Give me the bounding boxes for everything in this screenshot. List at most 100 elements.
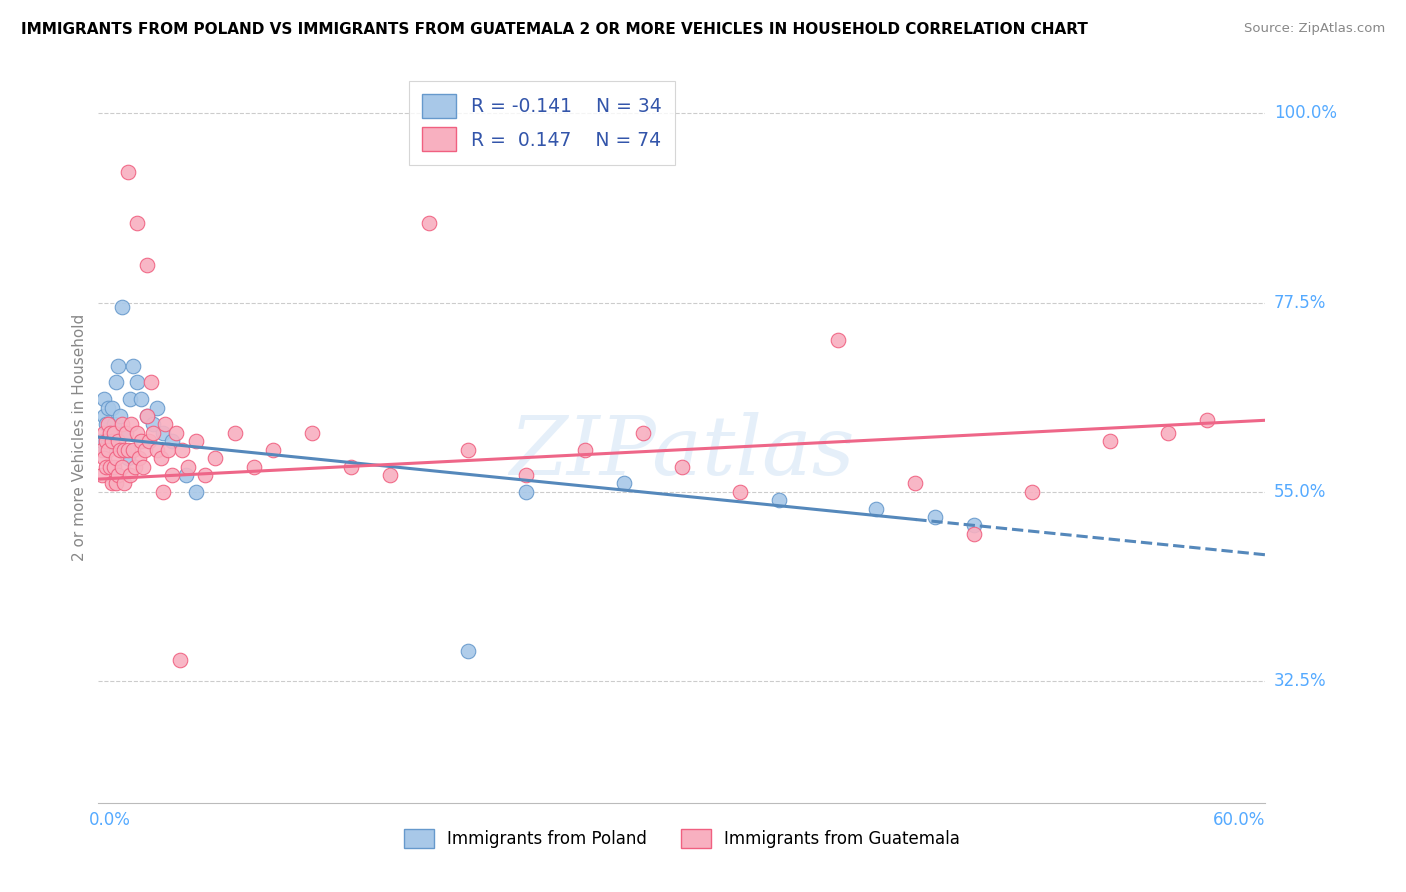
Point (104, 376, 127, 390)
Point (174, 467, 197, 482)
Point (128, 451, 150, 466)
Point (730, 484, 752, 499)
Point (91, 434, 114, 449)
Point (96, 434, 118, 449)
Point (142, 425, 165, 440)
Point (146, 401, 169, 415)
Point (146, 442, 169, 457)
Point (93, 451, 115, 466)
Point (768, 493, 790, 508)
Text: 32.5%: 32.5% (1274, 672, 1326, 690)
Point (108, 442, 131, 457)
Text: IMMIGRANTS FROM POLAND VS IMMIGRANTS FROM GUATEMALA 2 OR MORE VEHICLES IN HOUSEH: IMMIGRANTS FROM POLAND VS IMMIGRANTS FRO… (21, 22, 1088, 37)
Point (107, 359, 129, 373)
Point (904, 476, 927, 491)
Point (112, 425, 135, 440)
Point (111, 459, 134, 474)
Point (96, 459, 118, 474)
Point (157, 442, 180, 457)
Point (122, 359, 145, 373)
Point (96, 417, 118, 432)
Point (124, 459, 146, 474)
Point (117, 165, 139, 179)
Point (152, 425, 174, 440)
Point (132, 459, 155, 474)
Point (631, 425, 654, 440)
Point (671, 459, 693, 474)
Point (924, 510, 946, 524)
Point (136, 258, 159, 272)
Point (101, 401, 124, 415)
Point (574, 442, 596, 457)
Point (301, 425, 323, 440)
Point (515, 484, 537, 499)
Point (262, 442, 284, 457)
Point (111, 300, 134, 314)
Point (204, 451, 226, 466)
Text: 60.0%: 60.0% (1213, 811, 1265, 830)
Point (243, 459, 266, 474)
Point (101, 434, 124, 449)
Point (98, 459, 121, 474)
Point (129, 392, 152, 407)
Text: 55.0%: 55.0% (1274, 483, 1326, 500)
Point (139, 376, 162, 390)
Point (107, 467, 129, 482)
Point (98, 425, 121, 440)
Point (418, 216, 440, 230)
Point (127, 425, 149, 440)
Point (122, 442, 145, 457)
Point (962, 518, 984, 533)
Point (103, 459, 125, 474)
Point (165, 425, 187, 440)
Point (340, 459, 363, 474)
Point (103, 425, 125, 440)
Point (827, 334, 849, 348)
Legend: Immigrants from Poland, Immigrants from Guatemala: Immigrants from Poland, Immigrants from … (395, 821, 969, 856)
Point (93, 409, 115, 423)
Text: ZIPatlas: ZIPatlas (509, 412, 855, 491)
Point (97, 401, 120, 415)
Point (127, 216, 149, 230)
Point (121, 417, 143, 432)
Point (1098, 434, 1121, 449)
Point (457, 442, 479, 457)
Text: Source: ZipAtlas.com: Source: ZipAtlas.com (1244, 22, 1385, 36)
Point (104, 476, 127, 491)
Point (97, 442, 120, 457)
Point (1195, 413, 1218, 427)
Point (103, 417, 125, 432)
Point (127, 376, 149, 390)
Point (170, 442, 193, 457)
Point (962, 526, 984, 541)
Point (194, 467, 217, 482)
Point (118, 467, 141, 482)
Point (138, 434, 160, 449)
Point (104, 451, 127, 466)
Point (129, 434, 152, 449)
Point (112, 442, 135, 457)
Point (184, 434, 207, 449)
Point (98, 425, 121, 440)
Point (169, 653, 191, 667)
Point (97, 417, 120, 432)
Point (184, 484, 207, 499)
Point (114, 425, 136, 440)
Point (380, 467, 402, 482)
Point (153, 417, 176, 432)
Point (152, 484, 174, 499)
Point (162, 467, 184, 482)
Point (93, 425, 115, 440)
Point (134, 442, 156, 457)
Point (177, 459, 200, 474)
Point (117, 442, 139, 457)
Point (91, 467, 114, 482)
Point (97, 434, 120, 449)
Point (1021, 484, 1043, 499)
Point (118, 392, 141, 407)
Y-axis label: 2 or more Vehicles in Household: 2 or more Vehicles in Household (72, 313, 87, 561)
Point (613, 476, 636, 491)
Point (111, 417, 134, 432)
Point (865, 501, 887, 516)
Text: 100.0%: 100.0% (1274, 104, 1337, 122)
